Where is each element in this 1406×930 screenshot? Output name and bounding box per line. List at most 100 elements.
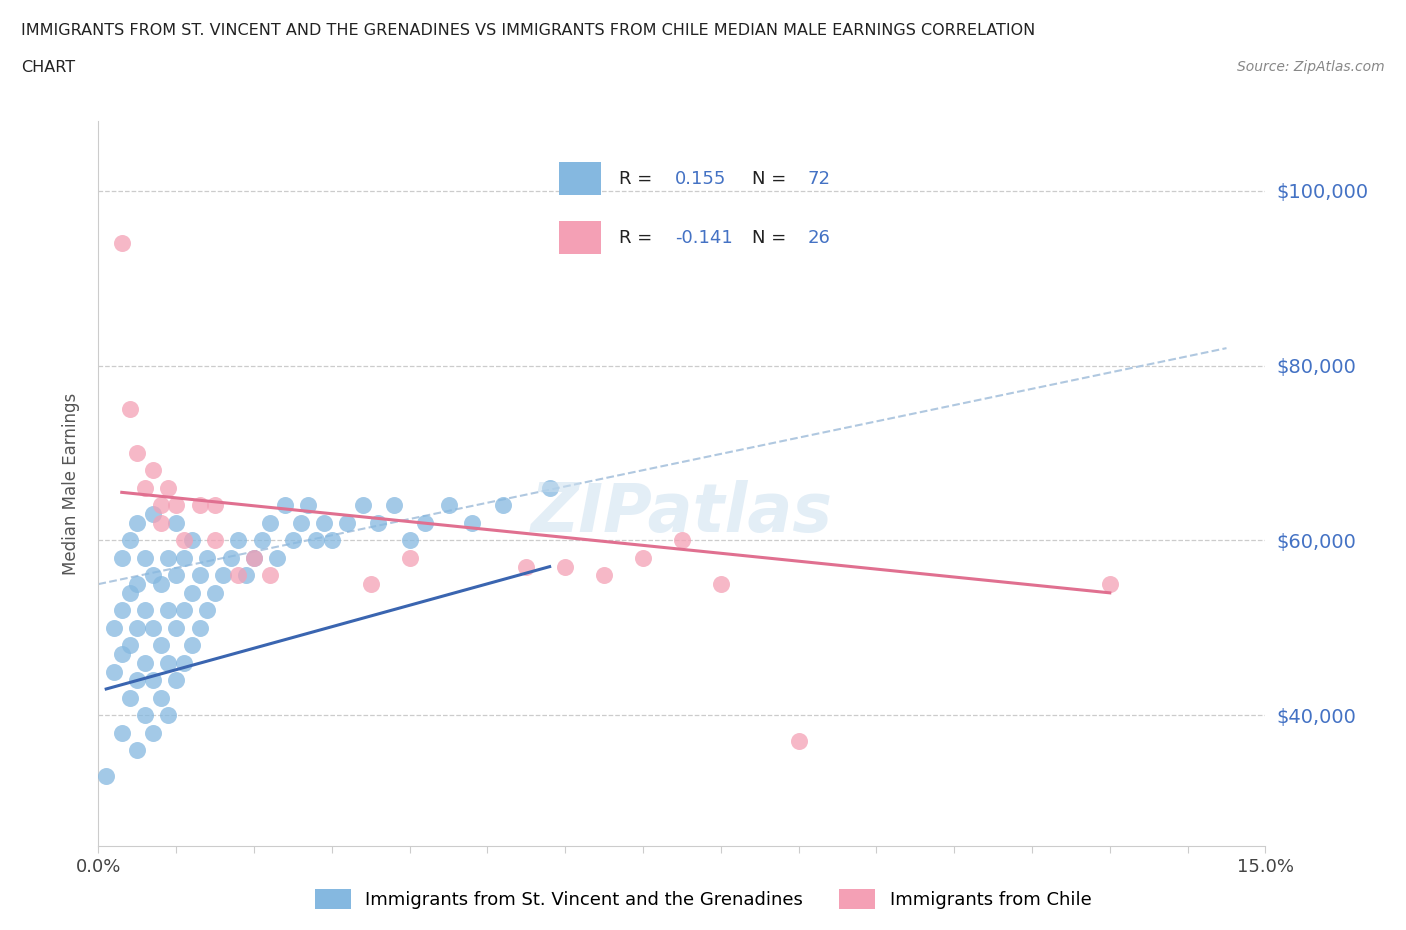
Point bbox=[188, 498, 211, 512]
Point bbox=[149, 515, 172, 530]
Point bbox=[250, 533, 273, 548]
Point bbox=[127, 672, 149, 687]
Point bbox=[243, 551, 266, 565]
Point bbox=[195, 603, 218, 618]
Point bbox=[134, 603, 156, 618]
Point bbox=[212, 568, 235, 583]
Point bbox=[149, 577, 172, 591]
Point bbox=[173, 551, 195, 565]
Point bbox=[118, 585, 141, 600]
Point bbox=[259, 515, 281, 530]
Point bbox=[492, 498, 515, 512]
Point bbox=[118, 638, 141, 653]
Point bbox=[515, 559, 537, 574]
Point bbox=[142, 725, 165, 740]
Point bbox=[165, 620, 187, 635]
Point bbox=[149, 690, 172, 705]
Point bbox=[593, 568, 616, 583]
Point bbox=[111, 725, 134, 740]
Point bbox=[180, 638, 202, 653]
Point bbox=[157, 603, 180, 618]
Point bbox=[274, 498, 297, 512]
Point bbox=[127, 743, 149, 758]
Point bbox=[554, 559, 576, 574]
Point bbox=[321, 533, 343, 548]
Point bbox=[188, 620, 211, 635]
Point bbox=[142, 568, 165, 583]
Point bbox=[631, 551, 654, 565]
Point bbox=[259, 568, 281, 583]
Point bbox=[142, 620, 165, 635]
Text: IMMIGRANTS FROM ST. VINCENT AND THE GRENADINES VS IMMIGRANTS FROM CHILE MEDIAN M: IMMIGRANTS FROM ST. VINCENT AND THE GREN… bbox=[21, 23, 1035, 38]
Point bbox=[235, 568, 257, 583]
Point bbox=[142, 672, 165, 687]
Point bbox=[398, 551, 420, 565]
Point bbox=[149, 638, 172, 653]
Point bbox=[305, 533, 328, 548]
Point bbox=[204, 498, 226, 512]
Text: ZIPatlas: ZIPatlas bbox=[531, 480, 832, 546]
Point bbox=[204, 533, 226, 548]
Point bbox=[1098, 577, 1121, 591]
Point bbox=[111, 236, 134, 251]
Point bbox=[352, 498, 374, 512]
Point bbox=[127, 515, 149, 530]
Point bbox=[103, 620, 125, 635]
Point bbox=[336, 515, 359, 530]
Point bbox=[382, 498, 405, 512]
Point bbox=[787, 734, 810, 749]
Point bbox=[142, 507, 165, 522]
Point bbox=[149, 498, 172, 512]
Point bbox=[165, 515, 187, 530]
Point bbox=[142, 463, 165, 478]
Point bbox=[243, 551, 266, 565]
Point bbox=[134, 481, 156, 496]
Point bbox=[228, 568, 250, 583]
Point bbox=[538, 481, 561, 496]
Point bbox=[413, 515, 436, 530]
Point bbox=[103, 664, 125, 679]
Point bbox=[312, 515, 335, 530]
Point bbox=[219, 551, 242, 565]
Point bbox=[173, 533, 195, 548]
Y-axis label: Median Male Earnings: Median Male Earnings bbox=[62, 392, 80, 575]
Point bbox=[157, 656, 180, 671]
Point bbox=[173, 656, 195, 671]
Text: Source: ZipAtlas.com: Source: ZipAtlas.com bbox=[1237, 60, 1385, 74]
Point bbox=[180, 585, 202, 600]
Point bbox=[710, 577, 733, 591]
Point bbox=[360, 577, 382, 591]
Point bbox=[111, 646, 134, 661]
Point bbox=[281, 533, 304, 548]
Point bbox=[111, 551, 134, 565]
Point bbox=[127, 620, 149, 635]
Point bbox=[461, 515, 484, 530]
Legend: Immigrants from St. Vincent and the Grenadines, Immigrants from Chile: Immigrants from St. Vincent and the Gren… bbox=[308, 882, 1098, 916]
Point bbox=[195, 551, 218, 565]
Point bbox=[96, 769, 118, 784]
Point bbox=[157, 708, 180, 723]
Point bbox=[134, 656, 156, 671]
Point bbox=[188, 568, 211, 583]
Point bbox=[134, 708, 156, 723]
Point bbox=[437, 498, 460, 512]
Point bbox=[165, 568, 187, 583]
Point bbox=[157, 481, 180, 496]
Point bbox=[127, 445, 149, 460]
Point bbox=[165, 672, 187, 687]
Point bbox=[398, 533, 420, 548]
Point bbox=[297, 498, 319, 512]
Point bbox=[367, 515, 389, 530]
Point bbox=[127, 577, 149, 591]
Point bbox=[134, 551, 156, 565]
Point bbox=[290, 515, 312, 530]
Point bbox=[118, 402, 141, 417]
Point bbox=[157, 551, 180, 565]
Point bbox=[111, 603, 134, 618]
Point bbox=[266, 551, 288, 565]
Point bbox=[118, 533, 141, 548]
Point bbox=[180, 533, 202, 548]
Point bbox=[671, 533, 693, 548]
Point bbox=[228, 533, 250, 548]
Point bbox=[118, 690, 141, 705]
